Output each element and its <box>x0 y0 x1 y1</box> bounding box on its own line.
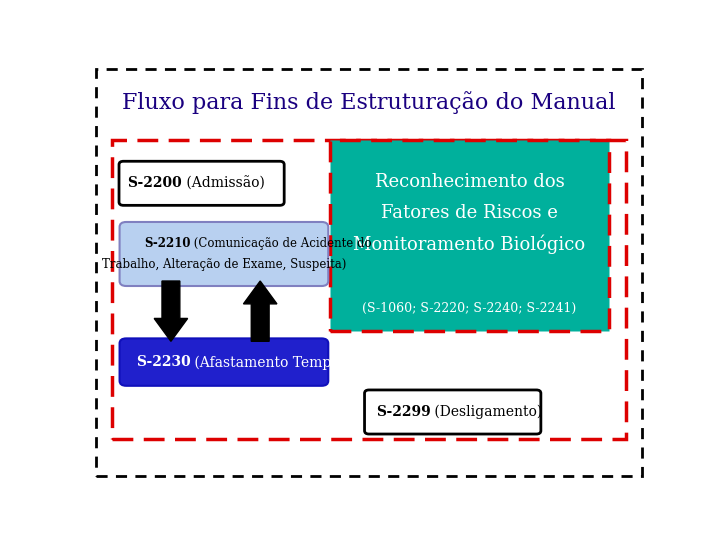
Text: Fluxo para Fins de Estruturação do Manual: Fluxo para Fins de Estruturação do Manua… <box>122 91 616 114</box>
Text: Fatores de Riscos e: Fatores de Riscos e <box>381 204 558 222</box>
Text: (Comunicação de Acidente do: (Comunicação de Acidente do <box>190 237 372 250</box>
FancyBboxPatch shape <box>120 339 328 386</box>
Text: S-2230: S-2230 <box>135 355 190 369</box>
Text: S-2200: S-2200 <box>127 176 182 190</box>
FancyBboxPatch shape <box>120 222 328 286</box>
Bar <box>112 140 626 439</box>
Text: (Admissão): (Admissão) <box>182 176 265 191</box>
Text: (Desligamento): (Desligamento) <box>431 405 543 419</box>
Bar <box>330 140 609 331</box>
Text: S-2210: S-2210 <box>144 237 190 250</box>
Polygon shape <box>243 281 277 341</box>
Polygon shape <box>154 281 188 341</box>
Text: Monitoramento Biológico: Monitoramento Biológico <box>354 234 585 254</box>
Text: (S-1060; S-2220; S-2240; S-2241): (S-1060; S-2220; S-2240; S-2241) <box>362 301 577 314</box>
Text: Reconhecimento dos: Reconhecimento dos <box>374 173 564 191</box>
Text: (Afastamento Temporário): (Afastamento Temporário) <box>190 355 380 369</box>
FancyBboxPatch shape <box>119 161 284 205</box>
FancyBboxPatch shape <box>364 390 541 434</box>
Text: S-2299: S-2299 <box>376 405 431 419</box>
Text: Trabalho, Alteração de Exame, Suspeita): Trabalho, Alteração de Exame, Suspeita) <box>102 258 346 271</box>
